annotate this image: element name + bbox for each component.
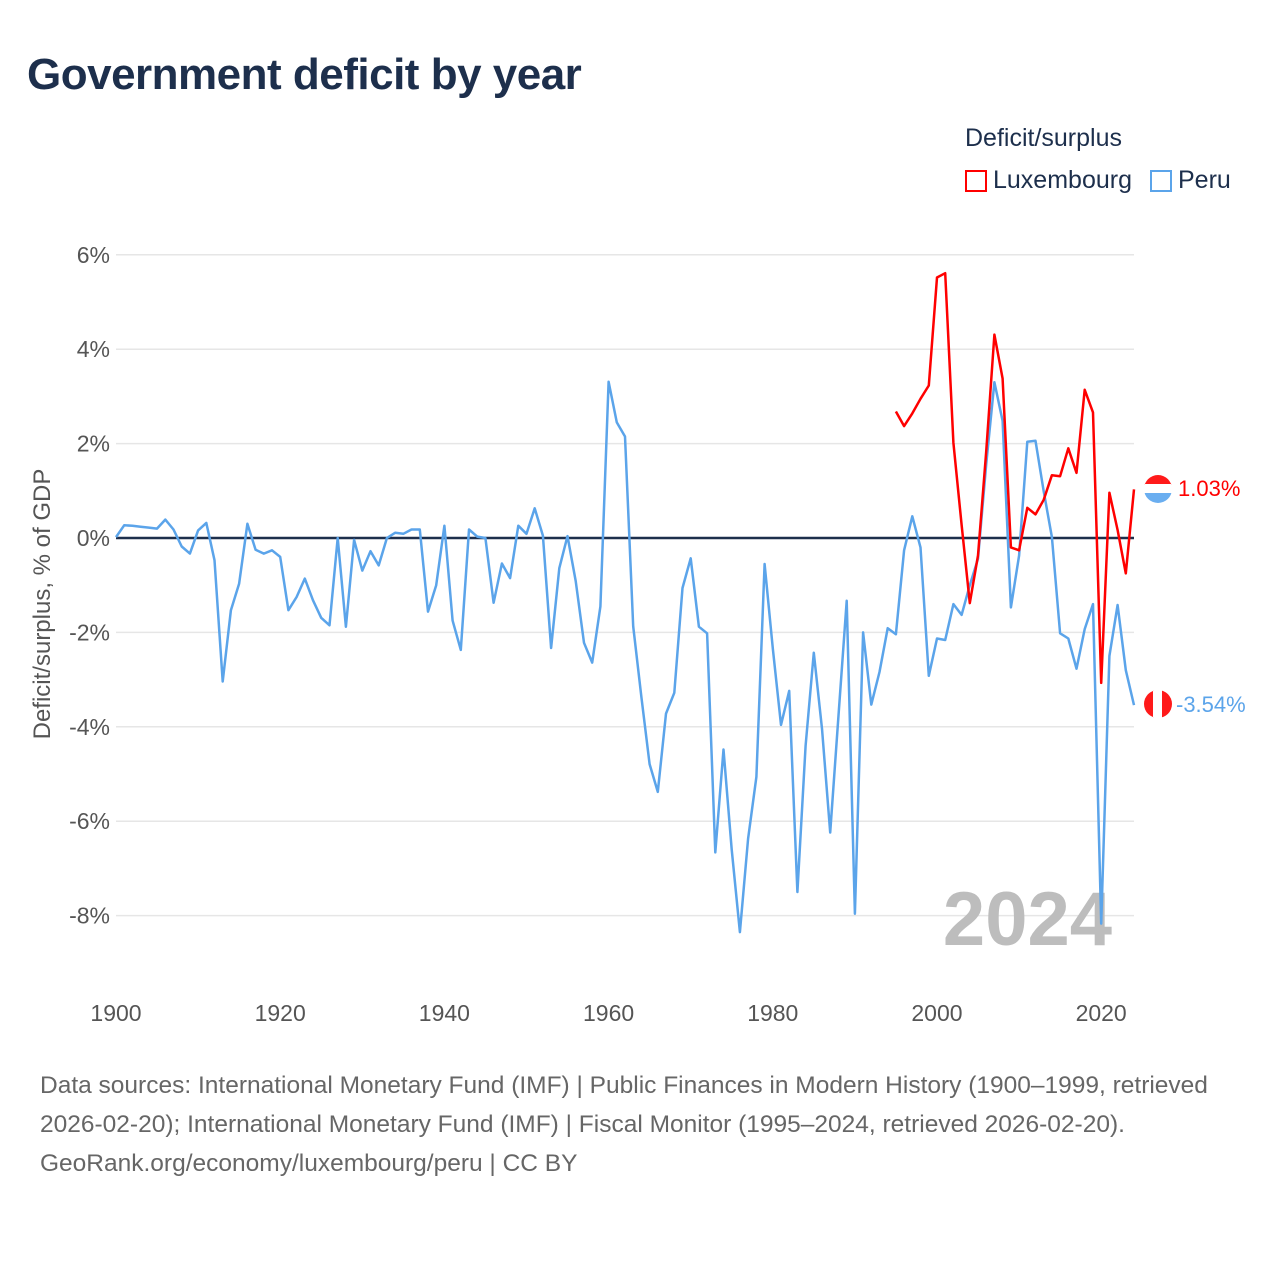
series-line-peru[interactable] <box>114 380 1136 934</box>
y-tick-label: -6% <box>69 808 110 834</box>
legend-label: Peru <box>1177 166 1231 194</box>
credit-link[interactable]: GeoRank.org/economy/luxembourg/peru | CC… <box>40 1150 578 1177</box>
y-axis-ticks: 6% 4% 2% 0% -2% -4% -6% -8% <box>69 242 110 929</box>
y-tick-label: -2% <box>69 619 110 645</box>
flag-luxembourg-icon <box>1144 475 1172 503</box>
chart-title: Government deficit by year <box>27 50 582 99</box>
y-tick-label: 4% <box>77 336 110 362</box>
y-tick-label: 0% <box>77 525 110 551</box>
year-watermark: 2024 <box>943 877 1112 962</box>
legend-item-peru[interactable]: Peru <box>1149 166 1231 195</box>
y-tick-label: 6% <box>77 242 110 268</box>
x-tick-label: 1960 <box>583 1000 634 1026</box>
x-tick-label: 1940 <box>419 1000 470 1026</box>
end-label-luxembourg: 1.03% <box>1178 476 1240 501</box>
y-tick-label: -4% <box>69 714 110 740</box>
series-line-luxembourg[interactable] <box>894 271 1136 685</box>
series-lines <box>114 271 1136 934</box>
y-axis-label: Deficit/surplus, % of GDP <box>29 469 56 740</box>
grid <box>116 254 1134 917</box>
x-tick-label: 2000 <box>911 1000 962 1026</box>
x-tick-label: 1980 <box>747 1000 798 1026</box>
legend-label: Luxembourg <box>993 166 1132 194</box>
legend-title: Deficit/surplus <box>965 124 1122 152</box>
legend-swatch-peru <box>1149 169 1172 192</box>
x-tick-label: 2020 <box>1076 1000 1127 1026</box>
x-axis-ticks: 1900 1920 1940 1960 1980 2000 2020 <box>90 1000 1126 1026</box>
y-tick-label: 2% <box>77 431 110 457</box>
flag-peru-icon <box>1144 690 1172 718</box>
legend-item-luxembourg[interactable]: Luxembourg <box>965 166 1132 195</box>
x-tick-label: 1900 <box>90 1000 141 1026</box>
y-tick-label: -8% <box>69 903 110 929</box>
legend-swatch-luxembourg <box>965 169 987 192</box>
end-label-peru: -3.54% <box>1176 692 1246 717</box>
footer: Data sources: International Monetary Fun… <box>40 1066 1240 1183</box>
x-tick-label: 1920 <box>255 1000 306 1026</box>
data-sources: Data sources: International Monetary Fun… <box>40 1072 1208 1138</box>
legend: Luxembourg Peru <box>965 166 1231 195</box>
chart: 6% 4% 2% 0% -2% -4% -6% -8% 1900 1920 1940 1960 198… <box>29 242 1246 1026</box>
